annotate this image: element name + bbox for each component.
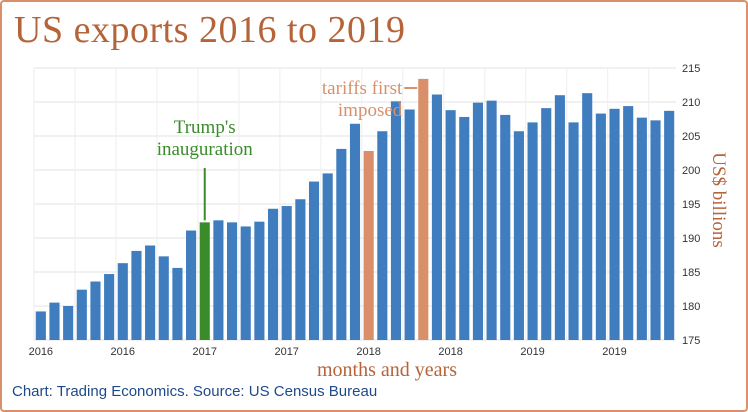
bar xyxy=(186,230,197,340)
x-tick-label: 2018 xyxy=(356,346,380,358)
bar xyxy=(145,245,156,340)
bar xyxy=(104,274,115,340)
y-tick-label: 190 xyxy=(682,233,700,245)
bar xyxy=(623,106,634,340)
y-tick-label: 200 xyxy=(682,165,700,177)
inauguration-label: inauguration xyxy=(157,139,254,160)
tariff-label: imposed xyxy=(338,100,403,121)
bar xyxy=(336,148,347,340)
bar xyxy=(131,250,142,340)
y-tick-label: 205 xyxy=(682,131,700,143)
bar xyxy=(650,120,661,340)
bar xyxy=(172,267,183,340)
bar xyxy=(404,109,415,340)
bar xyxy=(199,222,210,340)
bar xyxy=(390,101,402,340)
bar xyxy=(63,306,74,340)
bar xyxy=(90,281,101,340)
bar xyxy=(254,221,265,340)
bar xyxy=(431,94,443,341)
bar xyxy=(267,208,279,340)
bar xyxy=(158,256,169,340)
bar xyxy=(582,93,593,340)
bar xyxy=(281,206,292,340)
bar xyxy=(472,102,483,341)
x-tick-label: 2016 xyxy=(29,346,53,358)
bar xyxy=(664,110,675,340)
y-axis-label: US$ billions xyxy=(708,152,729,248)
bar xyxy=(568,122,579,341)
bar xyxy=(609,108,620,340)
bar xyxy=(295,199,306,340)
bar xyxy=(636,117,647,340)
bar xyxy=(35,311,46,340)
bar xyxy=(49,302,60,340)
bar xyxy=(541,108,552,341)
y-tick-label: 195 xyxy=(682,199,700,211)
y-tick-label: 185 xyxy=(682,267,700,279)
bar xyxy=(76,289,87,340)
bar xyxy=(418,78,429,340)
y-tick-label: 210 xyxy=(682,97,700,109)
bar xyxy=(322,173,333,340)
x-axis-label: months and years xyxy=(317,359,457,381)
x-tick-label: 2018 xyxy=(438,346,462,358)
bar xyxy=(554,95,565,340)
bar xyxy=(500,114,511,340)
x-tick-label: 2017 xyxy=(274,346,298,358)
bar xyxy=(308,181,320,340)
bar xyxy=(227,222,238,340)
bar xyxy=(486,100,497,340)
tariff-label: tariffs first xyxy=(322,78,403,99)
bar xyxy=(445,110,456,340)
chart-source-note: Chart: Trading Economics. Source: US Cen… xyxy=(12,383,378,400)
y-tick-label: 175 xyxy=(682,335,700,347)
x-tick-label: 2019 xyxy=(520,346,544,358)
bar xyxy=(213,220,224,340)
bar xyxy=(595,113,606,340)
bar xyxy=(459,116,470,341)
x-tick-label: 2019 xyxy=(602,346,626,358)
bar xyxy=(240,226,251,340)
bar xyxy=(349,123,361,340)
bar-layer xyxy=(35,78,675,341)
y-tick-label: 215 xyxy=(682,63,700,75)
bar xyxy=(377,131,388,340)
x-axis-ticks: 2016 2016 2017 2017 2018 2018 2019 2019 xyxy=(29,346,627,358)
inauguration-label: Trump's xyxy=(174,117,236,138)
y-axis-ticks: 175 180 185 190 195 200 205 210 215 xyxy=(682,63,700,347)
bar xyxy=(117,263,128,340)
bar xyxy=(513,131,524,340)
bar xyxy=(363,150,374,340)
bar xyxy=(527,122,538,341)
x-tick-label: 2016 xyxy=(111,346,135,358)
y-tick-label: 180 xyxy=(682,301,700,313)
chart-title: US exports 2016 to 2019 xyxy=(14,9,406,51)
x-tick-label: 2017 xyxy=(193,346,217,358)
